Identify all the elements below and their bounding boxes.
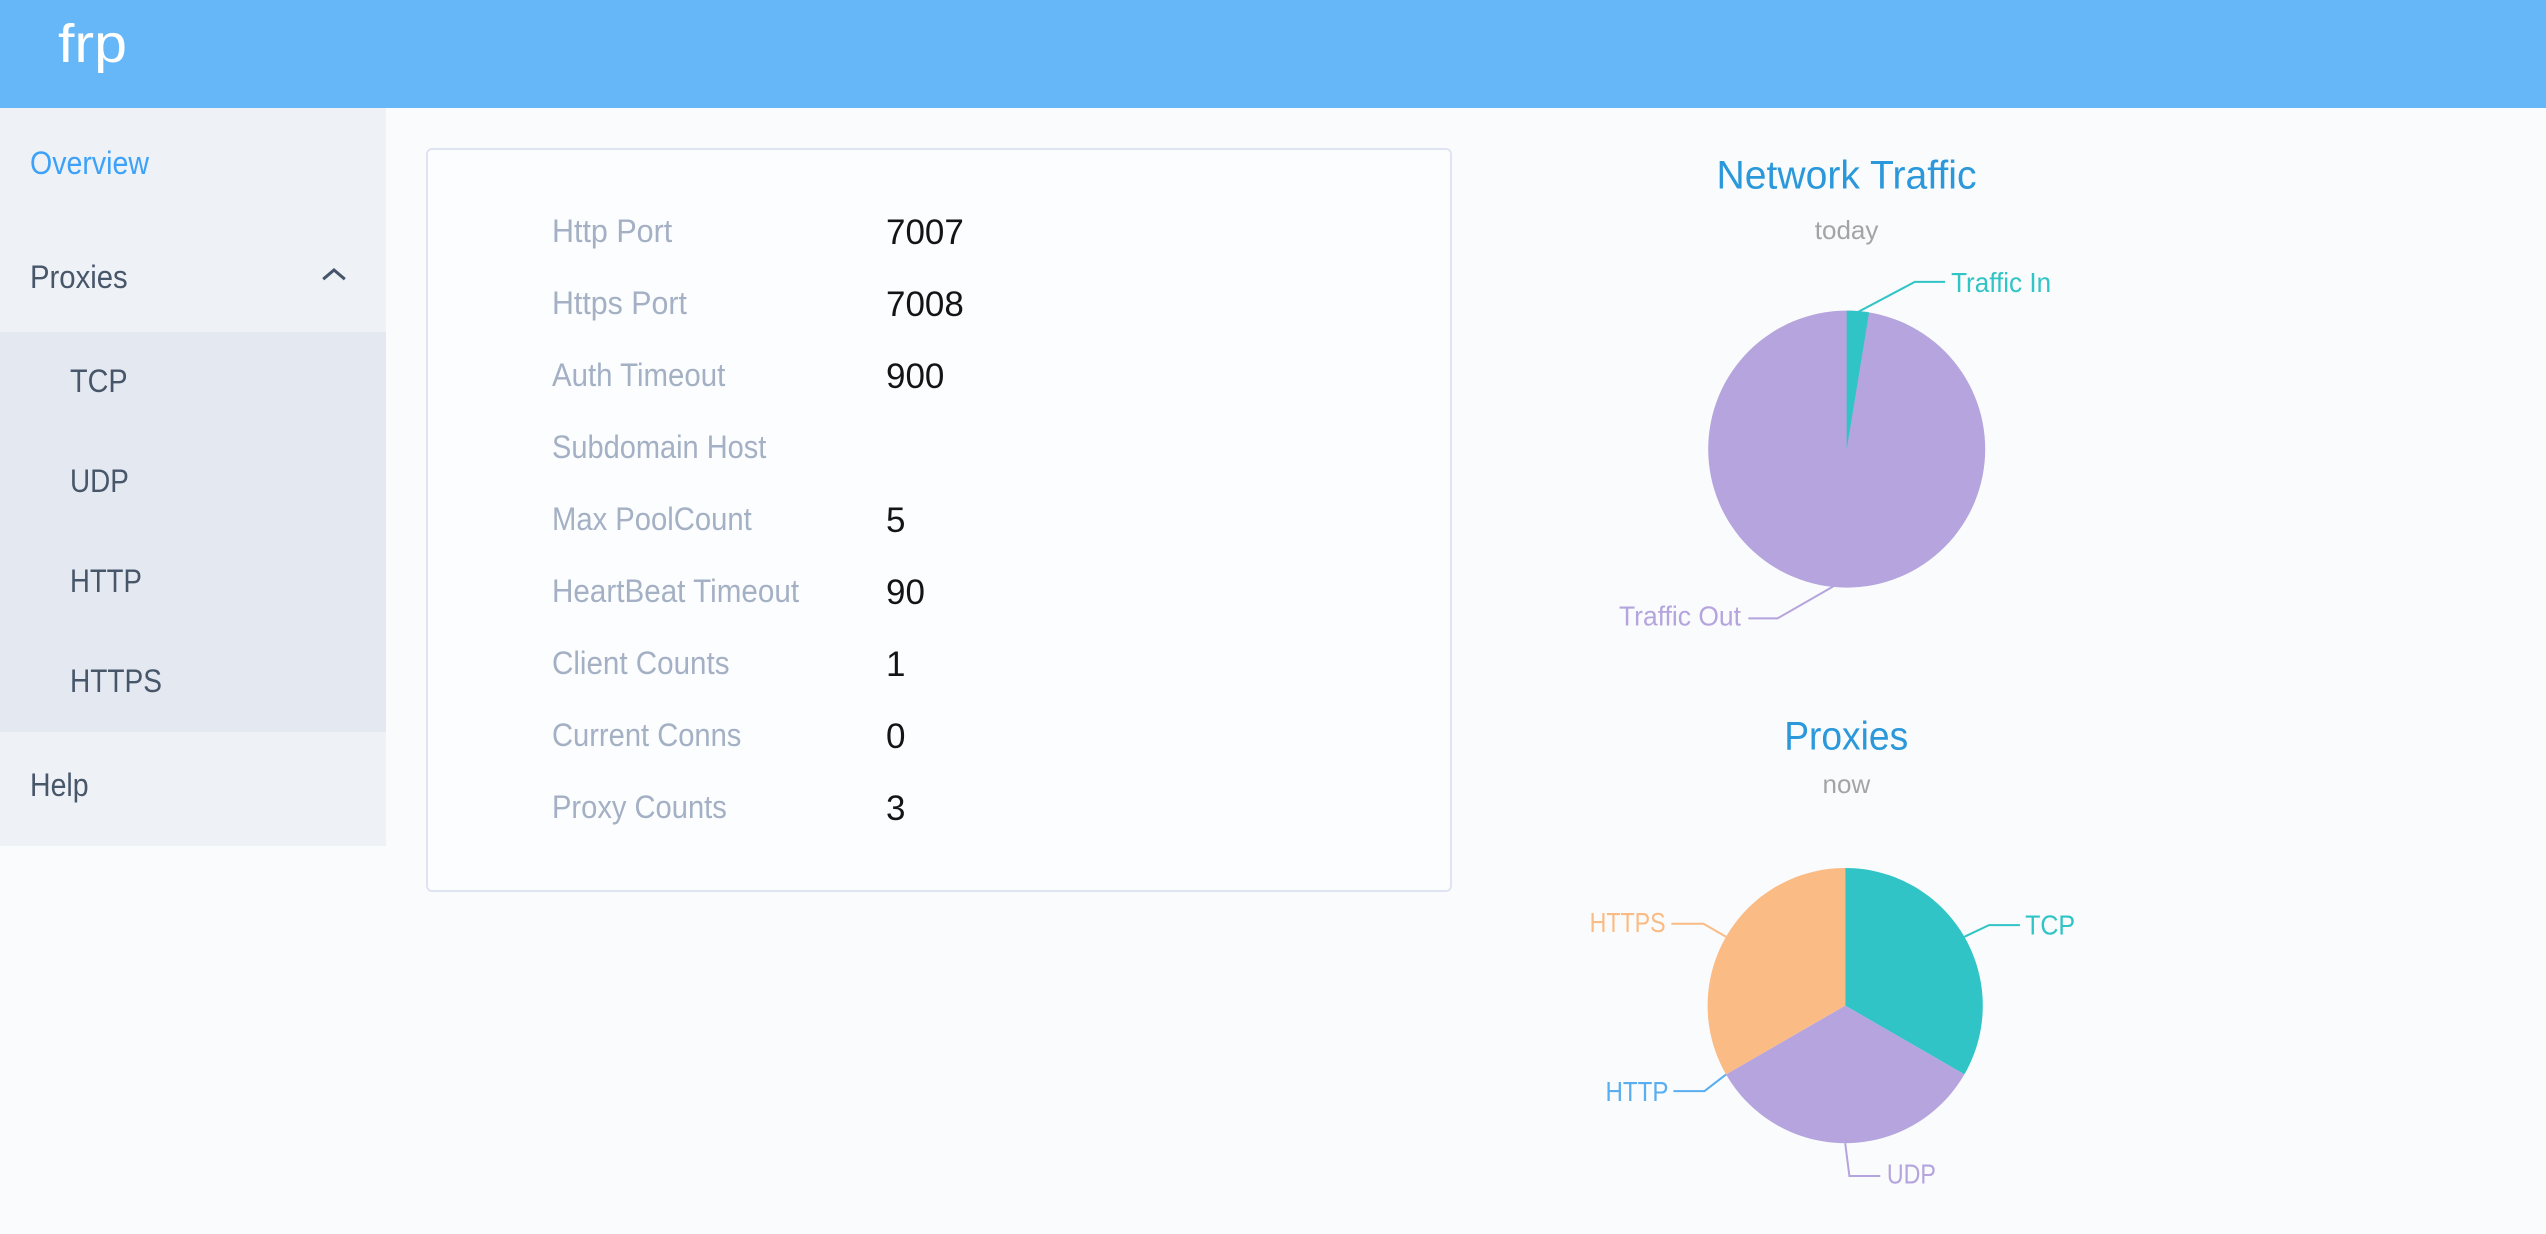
svg-text:HTTP: HTTP	[1606, 1076, 1669, 1107]
svg-text:today: today	[1815, 215, 1879, 245]
svg-text:Network Traffic: Network Traffic	[1717, 154, 1977, 198]
svg-text:Traffic Out: Traffic Out	[1619, 601, 1741, 632]
svg-text:TCP: TCP	[2025, 910, 2075, 941]
svg-text:now: now	[1823, 769, 1871, 799]
svg-text:UDP: UDP	[1887, 1159, 1936, 1190]
svg-text:HTTPS: HTTPS	[1590, 907, 1666, 938]
svg-text:Proxies: Proxies	[1784, 715, 1908, 759]
svg-text:Traffic In: Traffic In	[1951, 267, 2051, 298]
